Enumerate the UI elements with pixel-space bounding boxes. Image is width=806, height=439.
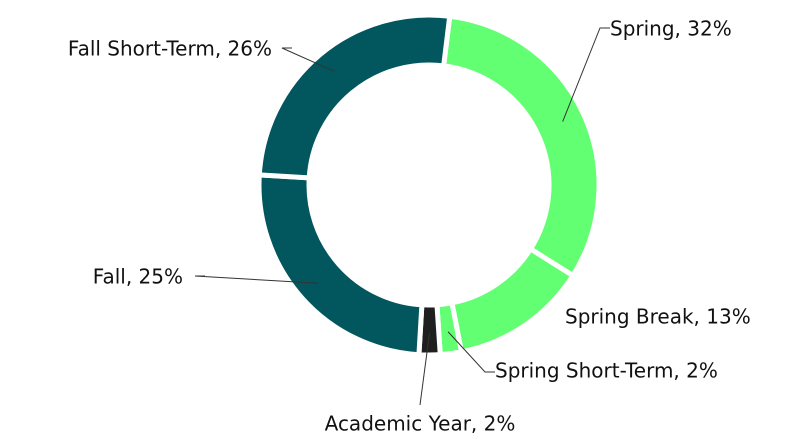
data-label: Spring Short-Term, 2% bbox=[495, 359, 718, 383]
leader-line bbox=[194, 275, 319, 284]
donut-segment bbox=[448, 245, 577, 355]
leader-line bbox=[447, 331, 495, 373]
data-label: Spring, 32% bbox=[610, 17, 732, 41]
donut-segment bbox=[440, 13, 602, 280]
data-label: Fall, 25% bbox=[93, 265, 183, 289]
leader-line bbox=[562, 27, 610, 122]
donut-segment bbox=[256, 12, 453, 181]
leader-line bbox=[281, 47, 335, 72]
data-label: Spring Break, 13% bbox=[565, 305, 751, 329]
donut-segment bbox=[256, 172, 425, 358]
data-label: Fall Short-Term, 26% bbox=[68, 37, 272, 61]
data-label: Academic Year, 2% bbox=[325, 412, 516, 436]
leader-line bbox=[419, 332, 431, 406]
